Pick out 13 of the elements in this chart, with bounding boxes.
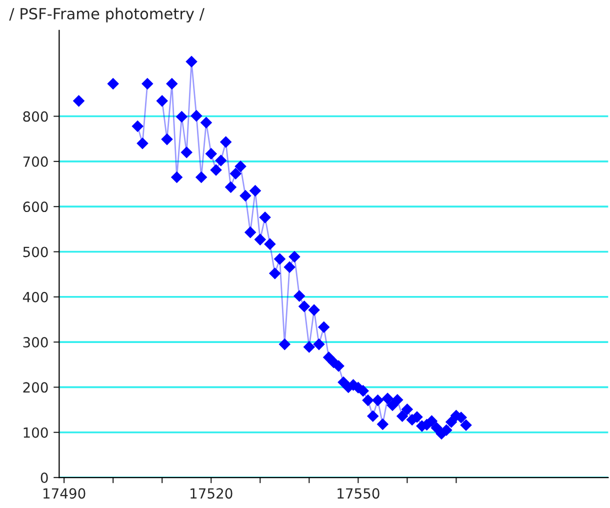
y-tick-label: 300 — [23, 337, 48, 348]
y-tick-label: 0 — [40, 472, 48, 483]
y-tick-label: 200 — [23, 382, 48, 393]
chart-title: / PSF-Frame photometry / — [9, 8, 204, 22]
x-tick-label: 17550 — [338, 488, 380, 499]
y-tick-label: 100 — [24, 427, 48, 438]
y-tick-label: 800 — [23, 111, 48, 122]
y-tick-label: 700 — [23, 156, 48, 167]
y-tick-label: 600 — [23, 202, 48, 212]
y-tick-label: 500 — [23, 246, 48, 258]
x-tick-label: 17490 — [44, 488, 86, 499]
y-tick-label: 400 — [22, 292, 48, 302]
x-tick-label: 17520 — [190, 488, 232, 499]
